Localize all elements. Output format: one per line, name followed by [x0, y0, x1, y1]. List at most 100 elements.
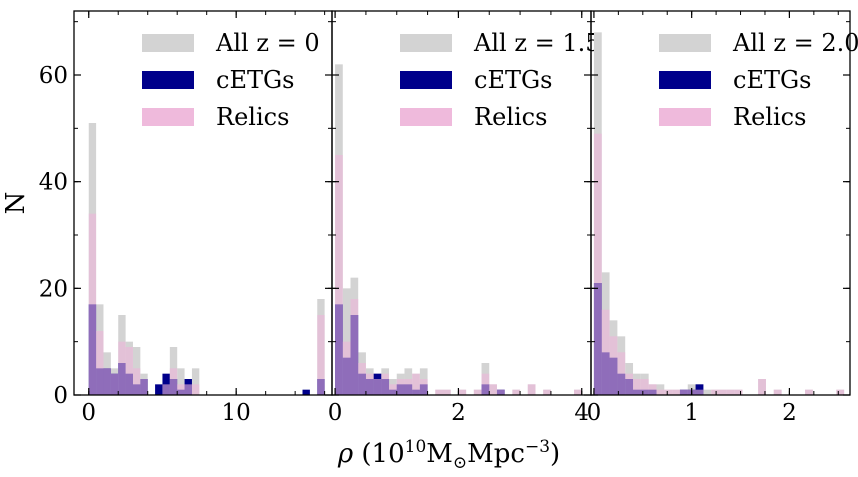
middle-relic-bar-6 [381, 373, 390, 395]
left-relic-bar-13 [317, 315, 325, 395]
middle-relic-bar-8 [396, 379, 405, 395]
right-relic-bar-6 [640, 379, 649, 395]
right-relic-bar-11 [679, 389, 688, 395]
middle-legend-label-0: All z = 1.5 [473, 29, 601, 57]
left-relic-bar-6 [132, 368, 141, 395]
left-relic-bar-3 [110, 373, 119, 395]
left-cetg-bar-13 [302, 389, 310, 395]
left-relic-bar-11 [184, 384, 192, 395]
right-relic-bar-4 [625, 373, 634, 395]
left-relic-bar-2 [103, 368, 111, 395]
middle-relic-bar-19 [512, 389, 521, 395]
right-relic-bar-0 [593, 133, 602, 395]
middle-relic-bar-18 [496, 389, 505, 395]
left-cetg-bar-9 [162, 373, 170, 395]
middle-relic-bar-3 [358, 363, 366, 395]
middle-legend-swatch-2 [400, 108, 452, 126]
right-relic-bar-17 [734, 389, 743, 395]
right-relic-bar-21 [836, 389, 845, 395]
x-axis-label: ρ (1010M⊙Mpc−3) [337, 437, 560, 473]
middle-relic-bar-11 [419, 379, 428, 395]
left-legend-swatch-0 [142, 34, 194, 52]
middle-relic-bar-10 [412, 373, 420, 395]
x-axis-label-sun: ⊙ [453, 453, 467, 473]
middle-relic-bar-1 [342, 341, 351, 395]
middle-relic-bar-5 [373, 379, 382, 395]
middle-relic-bar-9 [404, 379, 413, 395]
x-axis-label-unit: M [426, 439, 453, 469]
left-legend-label-1: cETGs [216, 66, 294, 94]
middle-legend-label-2: Relics [474, 103, 547, 131]
y-axis-label: N [1, 192, 31, 215]
right-legend-swatch-0 [659, 34, 711, 52]
left-relic-bar-4 [118, 341, 126, 395]
middle-relic-bar-4 [365, 373, 374, 395]
middle-relic-bar-0 [335, 155, 343, 395]
left-relic-bar-8 [162, 384, 170, 395]
right-legend-label-1: cETGs [733, 66, 811, 94]
middle-relic-bar-13 [443, 389, 451, 395]
left-x-tick-label: 0 [81, 400, 96, 426]
x-axis-label-mpc-exponent: −3 [525, 437, 550, 457]
left-relic-bar-12 [191, 384, 200, 395]
middle-relic-bar-20 [527, 384, 536, 395]
right-axes-frame [590, 10, 851, 396]
left-all-bar-10 [177, 368, 185, 395]
x-axis-label-base: 10 [372, 439, 405, 469]
x-axis-label-rho: ρ [337, 439, 354, 469]
left-relic-bar-7 [140, 379, 148, 395]
right-relic-bar-16 [726, 389, 735, 395]
left-relic-bar-9 [169, 368, 178, 395]
middle-relic-bar-12 [435, 389, 443, 395]
middle-relic-bar-7 [389, 384, 397, 395]
right-legend-label-0: All z = 2.0 [732, 29, 858, 57]
middle-relic-bar-22 [574, 389, 582, 395]
right-legend-swatch-1 [659, 71, 711, 89]
panel-middle: 0 2 4 All z = 1.5 cETGs Relics [328, 10, 601, 426]
right-relic-bar-2 [609, 336, 618, 395]
middle-x-tick-label: 0 [328, 400, 343, 426]
middle-relic-bar-2 [350, 299, 359, 395]
x-axis-label-mpc: Mpc [467, 439, 525, 469]
right-relic-bar-1 [601, 309, 610, 395]
right-relic-bar-19 [773, 389, 782, 395]
left-relic-bar-10 [177, 384, 185, 395]
left-legend-label-0: All z = 0 [215, 29, 320, 57]
x-axis-label-exponent: 10 [405, 437, 427, 457]
right-relic-bar-14 [711, 389, 720, 395]
right-relic-bar-8 [656, 389, 665, 395]
right-relic-bar-10 [672, 389, 680, 395]
y-tick-label: 0 [53, 383, 68, 409]
middle-legend-swatch-0 [400, 34, 452, 52]
right-relic-bar-20 [805, 389, 813, 395]
left-all-bar-12 [191, 368, 200, 395]
left-legend-label-2: Relics [216, 103, 289, 131]
right-relic-bar-15 [719, 389, 727, 395]
right-relic-bar-13 [695, 389, 704, 395]
left-relic-bar-0 [88, 213, 97, 395]
right-x-tick-label: 2 [782, 400, 797, 426]
middle-legend-swatch-1 [400, 71, 452, 89]
left-relic-bar-1 [96, 331, 104, 395]
middle-relic-bar-16 [481, 373, 490, 395]
right-relic-bar-5 [633, 379, 641, 395]
middle-relic-bar-17 [489, 384, 497, 395]
right-relic-bar-18 [758, 379, 766, 395]
y-tick-label: 40 [39, 170, 68, 196]
right-x-tick-label: 0 [587, 400, 602, 426]
left-x-tick-label: 10 [222, 400, 251, 426]
right-legend-label-2: Relics [733, 103, 806, 131]
left-cetg-bar-8 [155, 384, 163, 395]
left-legend-swatch-2 [142, 108, 194, 126]
middle-relic-bar-15 [473, 389, 482, 395]
right-x-tick-label: 1 [684, 400, 699, 426]
middle-x-tick-label: 2 [451, 400, 466, 426]
middle-relic-bar-14 [458, 389, 467, 395]
y-tick-label: 20 [39, 276, 68, 302]
middle-x-tick-label: 4 [574, 400, 589, 426]
left-relic-bar-5 [125, 347, 133, 395]
right-legend-swatch-2 [659, 108, 711, 126]
y-tick-label: 60 [39, 63, 68, 89]
